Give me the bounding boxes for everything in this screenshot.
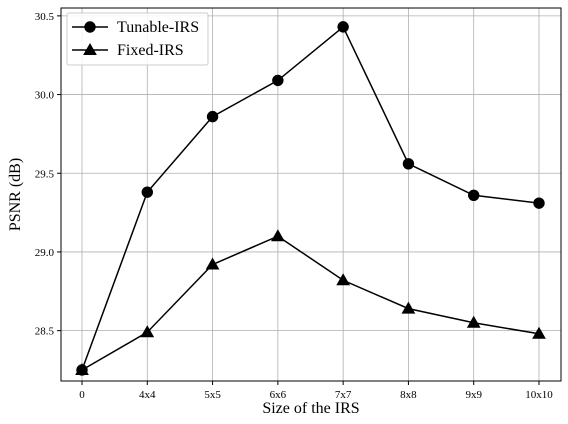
y-tick-label: 30.5 (35, 11, 55, 23)
x-tick-label: 6x6 (270, 389, 287, 401)
y-tick-label: 29.5 (35, 168, 55, 180)
legend-entry: Fixed-IRS (72, 42, 184, 59)
triangle-data-point (205, 257, 220, 270)
legend-label: Fixed-IRS (117, 42, 184, 59)
triangle-data-point (466, 315, 481, 328)
triangle-data-point (270, 229, 285, 242)
plot-area-frame (60, 7, 562, 382)
x-axis-label: Size of the IRS (262, 400, 359, 417)
triangle-data-point (401, 301, 416, 314)
triangle-data-point (75, 362, 89, 375)
x-tick-label: 0 (79, 389, 85, 401)
y-tick-label: 29.0 (35, 247, 55, 259)
circle-data-point (402, 158, 415, 170)
circle-data-point (468, 189, 480, 201)
circle-data-point (206, 110, 219, 123)
legend-entry: Tunable-IRS (72, 19, 199, 36)
data-series (75, 21, 546, 376)
x-tick-label: 5x5 (204, 389, 221, 401)
x-tick-label: 7x7 (335, 389, 352, 401)
axis-ticks: 0 4x4 5x5 6x6 7x7 8x8 9x9 10x10 28.5 29.0 29.5 30.0… (35, 11, 554, 401)
series-tunable-irs (76, 21, 545, 376)
legend-box (66, 12, 209, 66)
y-tick-label: 28.5 (35, 326, 55, 338)
circle-data-point (533, 197, 545, 209)
circle-data-point (141, 186, 153, 198)
legend-label: Tunable-IRS (117, 19, 199, 36)
triangle-data-point (336, 273, 351, 286)
circle-data-point (337, 21, 349, 33)
series-line (81, 25, 540, 371)
x-tick-label: 4x4 (139, 389, 156, 401)
x-tick-label: 8x8 (400, 389, 417, 401)
legend-circle-marker (84, 21, 96, 33)
x-tick-label: 10x10 (525, 389, 553, 401)
triangle-data-point (532, 326, 546, 339)
legend: Tunable-IRS Fixed-IRS (66, 12, 209, 66)
y-axis-label: PSNR (dB) (7, 158, 24, 231)
series-fixed-irs (75, 229, 546, 375)
y-tick-label: 30.0 (35, 90, 55, 102)
circle-data-point (272, 74, 284, 87)
x-tick-label: 9x9 (465, 389, 482, 401)
series-line (81, 235, 540, 371)
triangle-data-point (140, 325, 155, 338)
legend-triangle-marker (83, 42, 97, 55)
